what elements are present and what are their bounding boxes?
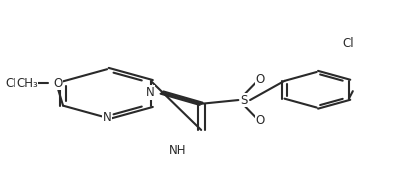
- Text: NH: NH: [169, 144, 186, 157]
- Text: N: N: [103, 111, 111, 124]
- Text: CH₃: CH₃: [5, 77, 27, 90]
- Text: S: S: [241, 94, 248, 107]
- Text: Cl: Cl: [342, 37, 354, 50]
- Text: O: O: [255, 114, 265, 127]
- Text: CH₃: CH₃: [16, 77, 38, 90]
- Text: N: N: [145, 86, 154, 99]
- Text: O: O: [255, 73, 265, 86]
- Text: O: O: [54, 77, 63, 90]
